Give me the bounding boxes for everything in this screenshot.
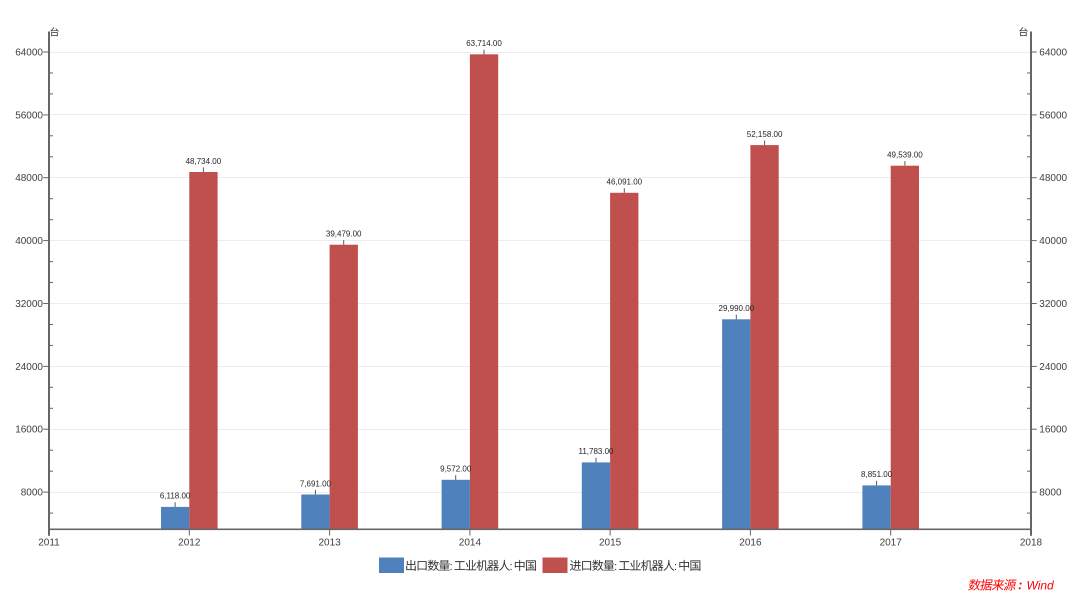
svg-text:2014: 2014 [459, 538, 482, 549]
svg-text:32000: 32000 [1039, 299, 1067, 310]
svg-text:16000: 16000 [1039, 425, 1067, 436]
svg-text:40000: 40000 [1039, 236, 1067, 247]
svg-text:7,691.00: 7,691.00 [300, 479, 332, 488]
svg-text:8,851.00: 8,851.00 [861, 470, 893, 479]
svg-text:32000: 32000 [15, 299, 43, 310]
svg-text:48000: 48000 [1039, 173, 1067, 184]
svg-text:56000: 56000 [1039, 110, 1067, 121]
svg-text:2017: 2017 [880, 538, 903, 549]
svg-text:49,539.00: 49,539.00 [887, 151, 923, 160]
svg-text::: : [674, 561, 677, 573]
svg-text:48000: 48000 [15, 173, 43, 184]
svg-text:11,783.00: 11,783.00 [579, 447, 615, 456]
svg-text:2018: 2018 [1020, 538, 1043, 549]
svg-text:24000: 24000 [15, 362, 43, 373]
svg-text:39,479.00: 39,479.00 [326, 230, 362, 239]
svg-text:2015: 2015 [599, 538, 622, 549]
svg-text:46,091.00: 46,091.00 [607, 178, 643, 187]
svg-text:64000: 64000 [15, 48, 43, 59]
svg-text:8000: 8000 [1039, 488, 1062, 499]
svg-text:29,990.00: 29,990.00 [719, 304, 755, 313]
svg-text:40000: 40000 [15, 236, 43, 247]
svg-text:2011: 2011 [38, 538, 60, 549]
svg-text:6,118.00: 6,118.00 [160, 492, 191, 501]
svg-text:56000: 56000 [15, 110, 43, 121]
svg-text:63,714.00: 63,714.00 [466, 39, 502, 48]
svg-text:2012: 2012 [178, 538, 201, 549]
svg-text:9,572.00: 9,572.00 [440, 465, 472, 474]
svg-text:Wind: Wind [1027, 579, 1055, 593]
svg-text:16000: 16000 [15, 425, 43, 436]
svg-text:2013: 2013 [318, 538, 341, 549]
svg-text:8000: 8000 [21, 488, 44, 499]
svg-text:52,158.00: 52,158.00 [747, 130, 783, 139]
svg-text:2016: 2016 [739, 538, 762, 549]
svg-text:64000: 64000 [1039, 48, 1067, 59]
svg-text::: : [450, 561, 453, 573]
svg-text::: : [614, 561, 617, 573]
svg-text:24000: 24000 [1039, 362, 1067, 373]
svg-text::: : [510, 561, 513, 573]
svg-text:48,734.00: 48,734.00 [186, 157, 222, 166]
